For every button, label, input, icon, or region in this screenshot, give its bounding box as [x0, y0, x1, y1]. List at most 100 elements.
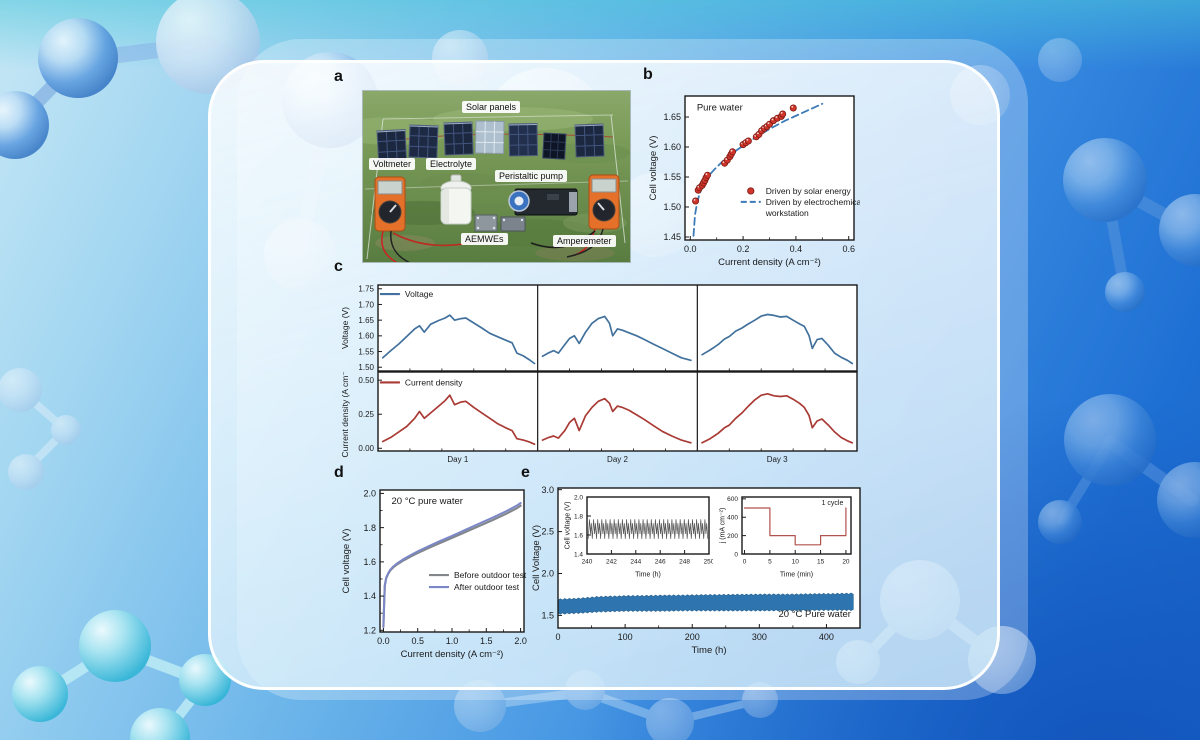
svg-text:1.55: 1.55	[663, 172, 681, 182]
photo-label-amperemeter: Amperemeter	[553, 235, 616, 247]
svg-text:workstation: workstation	[765, 208, 809, 218]
svg-text:j (mA cm⁻²): j (mA cm⁻²)	[720, 508, 727, 545]
svg-text:Current density: Current density	[405, 377, 463, 387]
voltmeter-device	[374, 176, 410, 262]
svg-text:Cell voltage (V): Cell voltage (V)	[648, 136, 659, 201]
svg-text:1.6: 1.6	[574, 532, 583, 539]
svg-text:5: 5	[768, 559, 772, 566]
svg-text:1 cycle: 1 cycle	[822, 500, 844, 507]
svg-text:1.55: 1.55	[358, 347, 374, 356]
svg-text:1.60: 1.60	[358, 332, 374, 341]
svg-text:200: 200	[727, 533, 738, 540]
photo-label-aemwes: AEMWEs	[461, 233, 508, 245]
svg-text:2.0: 2.0	[363, 489, 376, 499]
svg-text:Voltage (V): Voltage (V)	[340, 307, 350, 349]
svg-text:Before outdoor test: Before outdoor test	[454, 570, 527, 580]
svg-text:Driven by solar energy: Driven by solar energy	[766, 186, 852, 196]
svg-text:1.50: 1.50	[358, 363, 374, 372]
svg-text:Driven by electrochemical: Driven by electrochemical	[766, 197, 860, 207]
svg-text:20: 20	[842, 559, 850, 566]
svg-text:3.0: 3.0	[541, 485, 554, 495]
svg-text:2.0: 2.0	[574, 494, 583, 501]
svg-text:Current density (A cm⁻²): Current density (A cm⁻²)	[401, 649, 504, 660]
svg-text:300: 300	[752, 632, 767, 642]
panel-label-d: d	[334, 464, 344, 481]
svg-text:1.70: 1.70	[358, 300, 374, 309]
svg-text:Time (min): Time (min)	[780, 572, 813, 579]
svg-text:1.6: 1.6	[363, 557, 376, 567]
molecule-left-middle	[0, 368, 81, 490]
solar-panels-row	[376, 120, 605, 164]
svg-text:1.5: 1.5	[541, 611, 554, 621]
svg-text:400: 400	[819, 632, 834, 642]
svg-text:246: 246	[655, 559, 666, 566]
svg-text:Cell Voltage (V): Cell Voltage (V)	[531, 525, 542, 591]
svg-text:1.50: 1.50	[663, 202, 681, 212]
svg-text:Voltage: Voltage	[405, 289, 434, 299]
svg-text:248: 248	[679, 559, 690, 566]
svg-text:0.0: 0.0	[377, 636, 390, 646]
svg-text:Time (h): Time (h)	[691, 645, 726, 656]
panel-label-a: a	[334, 68, 343, 85]
svg-text:2.0: 2.0	[541, 569, 554, 579]
svg-text:2.0: 2.0	[514, 636, 527, 646]
svg-text:Cell voltage (V): Cell voltage (V)	[565, 502, 572, 550]
molecule-right	[1038, 138, 1200, 544]
svg-text:Day 1: Day 1	[447, 455, 468, 464]
aemwe-cells	[474, 214, 526, 232]
svg-text:20 °C Pure water: 20 °C Pure water	[778, 609, 850, 620]
svg-text:Time (h): Time (h)	[635, 572, 661, 579]
svg-text:0.4: 0.4	[790, 244, 803, 254]
svg-text:250: 250	[704, 559, 713, 566]
photo-label-solar-panels: Solar panels	[462, 101, 521, 113]
svg-text:0.6: 0.6	[842, 244, 855, 254]
svg-text:1.65: 1.65	[663, 112, 681, 122]
svg-text:0: 0	[555, 632, 560, 642]
svg-text:Current density (A cm⁻²): Current density (A cm⁻²)	[718, 257, 821, 268]
molecule-bottom-left	[12, 610, 231, 740]
svg-text:1.45: 1.45	[663, 232, 681, 242]
svg-text:100: 100	[618, 632, 633, 642]
panel-label-c: c	[334, 258, 343, 275]
svg-text:0.50: 0.50	[358, 376, 374, 385]
svg-text:242: 242	[606, 559, 617, 566]
photo-label-voltmeter: Voltmeter	[369, 158, 416, 170]
panel-b-polarization-chart: 0.0 0.2 0.4 0.6 1.45 1.50 1.55 1.60 1.65 Current …	[648, 95, 860, 268]
electrolyte-bottle	[440, 174, 472, 225]
svg-text:Pure water: Pure water	[697, 102, 743, 113]
svg-text:1.0: 1.0	[446, 636, 459, 646]
panel-e-voltage-cycles-inset: 240 242 244 246 248 250 1.4 1.6 1.8 2.0 Time (h) Ce…	[565, 494, 714, 579]
svg-text:240: 240	[582, 559, 593, 566]
svg-text:400: 400	[727, 515, 738, 522]
svg-text:0.0: 0.0	[684, 244, 697, 254]
panel-d-before-after-chart: 0.0 0.5 1.0 1.5 2.0 1.2 1.4 1.6 1.8 2.0 Current de…	[341, 489, 527, 660]
molecule-bottom-center	[454, 670, 778, 740]
peristaltic-pump-device	[508, 188, 578, 216]
svg-text:2.5: 2.5	[541, 527, 554, 537]
panel-label-b: b	[643, 66, 653, 83]
svg-text:1.8: 1.8	[574, 513, 583, 520]
svg-text:10: 10	[792, 559, 800, 566]
svg-text:200: 200	[685, 632, 700, 642]
svg-text:1.5: 1.5	[480, 636, 493, 646]
svg-text:20 °C pure water: 20 °C pure water	[392, 496, 463, 507]
svg-text:1.4: 1.4	[574, 551, 583, 558]
outdoor-setup-photo: Solar panels Voltmeter Electrolyte Peris…	[363, 91, 630, 262]
svg-text:0.25: 0.25	[358, 410, 374, 419]
svg-text:0: 0	[734, 551, 738, 558]
svg-text:15: 15	[817, 559, 825, 566]
photo-label-electrolyte: Electrolyte	[426, 158, 477, 170]
panel-c-voltage-chart: 1.50 1.55 1.60 1.65 1.70 1.75 Voltage (V) Volta…	[340, 284, 858, 372]
svg-text:244: 244	[630, 559, 641, 566]
svg-text:1.2: 1.2	[363, 625, 376, 635]
svg-text:Day 3: Day 3	[767, 455, 788, 464]
svg-text:1.60: 1.60	[663, 142, 681, 152]
panel-label-e: e	[521, 464, 530, 481]
svg-text:Cell voltage (V): Cell voltage (V)	[341, 529, 352, 594]
photo-label-peristaltic-pump: Peristaltic pump	[495, 170, 568, 182]
svg-text:1.65: 1.65	[358, 316, 374, 325]
svg-text:0.2: 0.2	[737, 244, 750, 254]
svg-text:0: 0	[743, 559, 747, 566]
svg-text:Day 2: Day 2	[607, 455, 628, 464]
